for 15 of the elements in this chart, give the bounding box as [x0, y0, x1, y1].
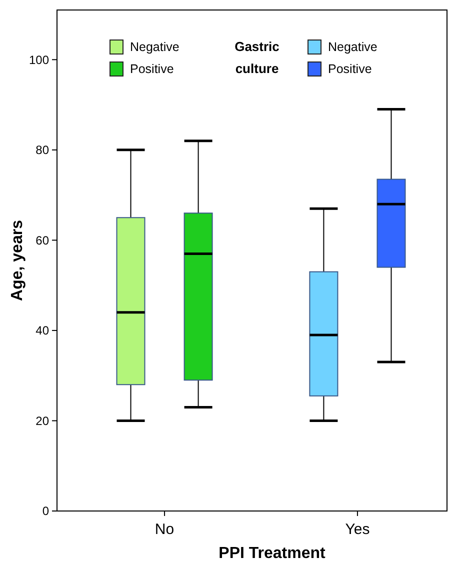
y-tick-label: 0 [42, 504, 50, 518]
legend-label: Positive [130, 62, 174, 76]
y-tick-label: 80 [36, 143, 50, 158]
y-tick-label: 60 [36, 233, 50, 248]
y-axis-title: Age, years [9, 220, 26, 301]
x-tick-label: No [154, 521, 174, 538]
y-tick-label: 20 [36, 414, 50, 428]
legend-title: Gastric culture [234, 39, 280, 76]
legend-label: Positive [328, 62, 372, 76]
x-tick-label: Yes [345, 521, 370, 538]
legend-label: Negative [328, 40, 378, 54]
x-axis-title: PPI Treatment [218, 545, 326, 562]
y-tick-label: 40 [36, 324, 50, 338]
legend-label: Negative [130, 40, 180, 54]
y-tick-label: 100 [28, 52, 50, 67]
